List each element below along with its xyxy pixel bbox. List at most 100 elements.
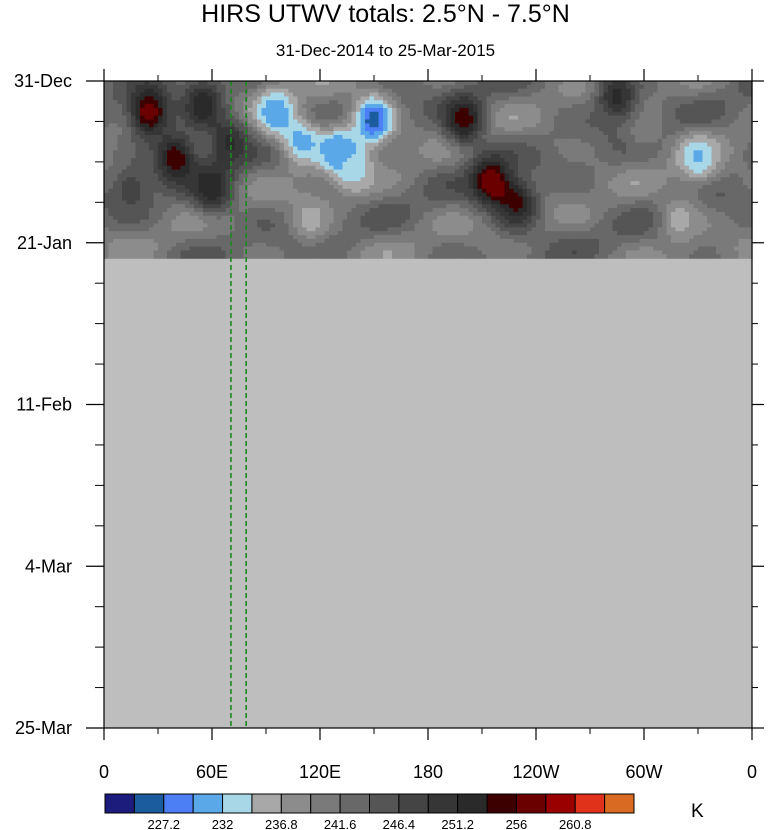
heat-cell	[576, 111, 582, 117]
heat-cell	[437, 88, 443, 94]
heat-cell	[158, 123, 164, 128]
heat-cell	[257, 169, 263, 175]
heat-cell	[234, 184, 240, 190]
heat-cell	[698, 138, 704, 144]
heat-cell	[266, 150, 272, 155]
heat-cell	[549, 84, 555, 90]
heat-cell	[576, 200, 582, 205]
heat-cell	[410, 188, 416, 194]
heat-cell	[284, 161, 290, 167]
heat-cell	[617, 204, 623, 209]
heat-cell	[608, 158, 614, 163]
heat-cell	[716, 154, 722, 159]
heat-cell	[126, 127, 132, 132]
heat-cell	[464, 138, 470, 144]
heat-cell	[720, 165, 726, 171]
heat-cell	[189, 115, 195, 121]
heat-cell	[455, 84, 461, 90]
heat-cell	[468, 123, 474, 128]
heat-cell	[270, 111, 276, 117]
heat-cell	[212, 127, 218, 132]
heat-cell	[455, 192, 461, 198]
heat-cell	[117, 142, 123, 148]
heat-cell	[185, 134, 191, 140]
heat-cell	[185, 181, 191, 186]
heat-cell	[626, 208, 632, 213]
heat-cell	[180, 184, 186, 190]
heat-cell	[180, 131, 186, 136]
heat-cell	[383, 107, 389, 113]
heat-cell	[680, 177, 686, 182]
heat-cell	[464, 96, 470, 101]
heat-cell	[302, 211, 308, 217]
heat-cell	[311, 127, 317, 132]
heat-cell	[239, 111, 245, 117]
heat-cell	[203, 111, 209, 117]
heat-cell	[248, 134, 254, 140]
heat-cell	[500, 119, 506, 124]
heat-cell	[518, 81, 524, 86]
heat-cell	[558, 154, 564, 159]
heat-cell	[153, 161, 159, 167]
heat-cell	[216, 173, 222, 178]
heat-cell	[396, 123, 402, 128]
heat-cell	[486, 150, 492, 155]
heat-cell	[545, 88, 551, 94]
heat-cell	[716, 196, 722, 201]
heat-cell	[689, 138, 695, 144]
heat-cell	[378, 138, 384, 144]
heat-cell	[378, 154, 384, 159]
heat-cell	[536, 92, 542, 98]
heat-cell	[428, 208, 434, 213]
heat-cell	[104, 123, 110, 128]
heat-cell	[261, 196, 267, 201]
heat-cell	[401, 154, 407, 159]
heat-cell	[626, 134, 632, 140]
heat-cell	[342, 188, 348, 194]
heat-cell	[482, 200, 488, 205]
heat-cell	[486, 119, 492, 124]
heat-cell	[122, 134, 128, 140]
heat-cell	[176, 173, 182, 178]
heat-cell	[324, 115, 330, 121]
heat-cell	[306, 142, 312, 148]
heat-cell	[347, 131, 353, 136]
heat-cell	[671, 200, 677, 205]
heat-cell	[531, 188, 537, 194]
heat-cell	[747, 142, 753, 148]
heat-cell	[378, 196, 384, 201]
heat-cell	[311, 173, 317, 178]
heat-cell	[522, 81, 528, 86]
heat-cell	[225, 115, 231, 121]
heat-cell	[590, 161, 596, 167]
heat-cell	[599, 196, 605, 201]
heat-cell	[603, 184, 609, 190]
heat-cell	[509, 204, 515, 209]
heat-cell	[567, 154, 573, 159]
heat-cell	[621, 161, 627, 167]
heat-cell	[356, 119, 362, 124]
heat-cell	[185, 169, 191, 175]
heat-cell	[473, 204, 479, 209]
heat-cell	[608, 88, 614, 94]
heat-cell	[329, 181, 335, 186]
heat-cell	[140, 208, 146, 213]
heat-cell	[648, 127, 654, 132]
heat-cell	[203, 131, 209, 136]
heat-cell	[653, 196, 659, 201]
heat-cell	[729, 134, 735, 140]
heat-cell	[500, 81, 506, 86]
heat-cell	[194, 192, 200, 198]
heat-cell	[576, 84, 582, 90]
heat-cell	[288, 188, 294, 194]
heat-cell	[414, 184, 420, 190]
heat-cell	[131, 146, 137, 151]
heat-cell	[441, 188, 447, 194]
heat-cell	[617, 154, 623, 159]
heat-cell	[275, 92, 281, 98]
heat-cell	[194, 134, 200, 140]
heat-cell	[644, 169, 650, 175]
heat-cell	[545, 165, 551, 171]
heat-cell	[635, 188, 641, 194]
heat-cell	[513, 119, 519, 124]
